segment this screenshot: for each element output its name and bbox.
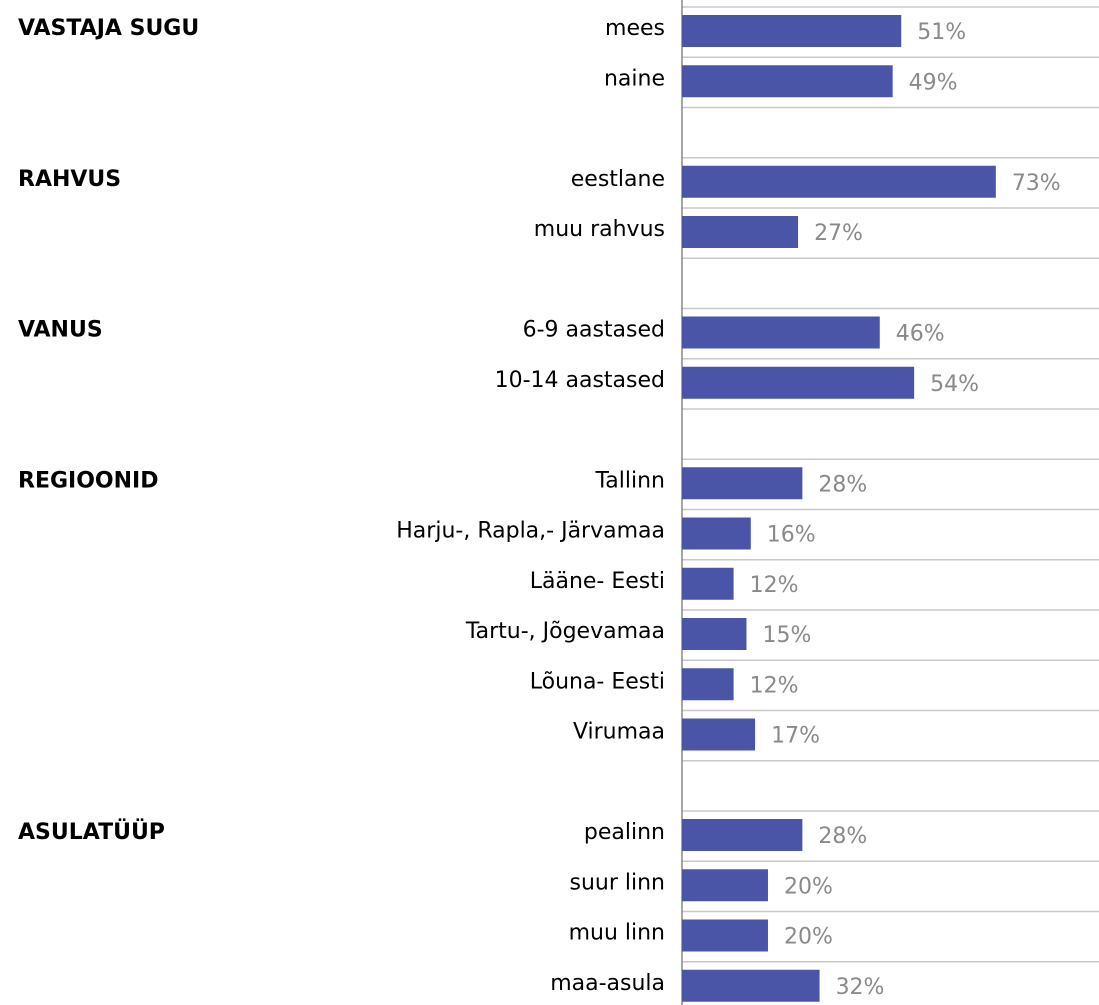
group-label: REGIOONID [18, 468, 158, 493]
bar [682, 869, 768, 902]
value-label: 28% [818, 472, 867, 497]
category-label: Harju-, Rapla,- Järvamaa [396, 519, 665, 544]
bar [682, 718, 756, 751]
value-label: 28% [818, 824, 867, 849]
bar [682, 316, 880, 349]
category-label: suur linn [570, 870, 666, 895]
group-label: RAHVUS [18, 167, 121, 192]
category-label: eestlane [571, 167, 665, 192]
category-label: Lääne- Eesti [530, 569, 665, 594]
value-label: 20% [784, 925, 833, 950]
bar [682, 969, 820, 1002]
bar [682, 618, 747, 650]
category-label: Tartu-, Jõgevamaa [465, 619, 665, 644]
bar [682, 668, 734, 701]
value-label: 73% [1012, 171, 1061, 196]
value-label: 12% [750, 673, 799, 698]
category-label: muu rahvus [534, 217, 665, 242]
category-label: muu linn [569, 921, 665, 946]
value-label: 27% [814, 221, 863, 246]
value-label: 12% [750, 573, 799, 598]
bar [682, 467, 803, 500]
bar [682, 15, 902, 47]
group-label: ASULATÜÜP [18, 819, 165, 845]
category-label: Virumaa [573, 720, 665, 745]
group-label: VASTAJA SUGU [18, 16, 199, 41]
value-label: 16% [767, 523, 816, 548]
value-label: 15% [762, 623, 811, 648]
bar [682, 366, 915, 399]
value-label: 20% [784, 874, 833, 899]
value-label: 54% [930, 372, 979, 397]
value-label: 32% [836, 975, 885, 1000]
bar [682, 517, 751, 550]
bar [682, 65, 893, 98]
bar [682, 567, 734, 600]
group-label: VANUS [18, 318, 103, 343]
bar [682, 919, 768, 952]
category-label: Tallinn [594, 468, 665, 493]
value-label: 46% [896, 322, 945, 347]
bar [682, 216, 799, 248]
bar [682, 165, 996, 198]
value-label: 49% [909, 70, 958, 95]
bar [682, 819, 803, 851]
category-label: mees [605, 16, 665, 41]
category-label: Lõuna- Eesti [530, 669, 665, 694]
value-label: 51% [917, 20, 966, 45]
value-label: 17% [771, 724, 820, 749]
category-label: maa-asula [550, 971, 665, 996]
category-label: naine [604, 66, 665, 91]
category-label: 10-14 aastased [495, 368, 665, 393]
category-label: pealinn [584, 820, 665, 845]
category-label: 6-9 aastased [523, 318, 665, 343]
